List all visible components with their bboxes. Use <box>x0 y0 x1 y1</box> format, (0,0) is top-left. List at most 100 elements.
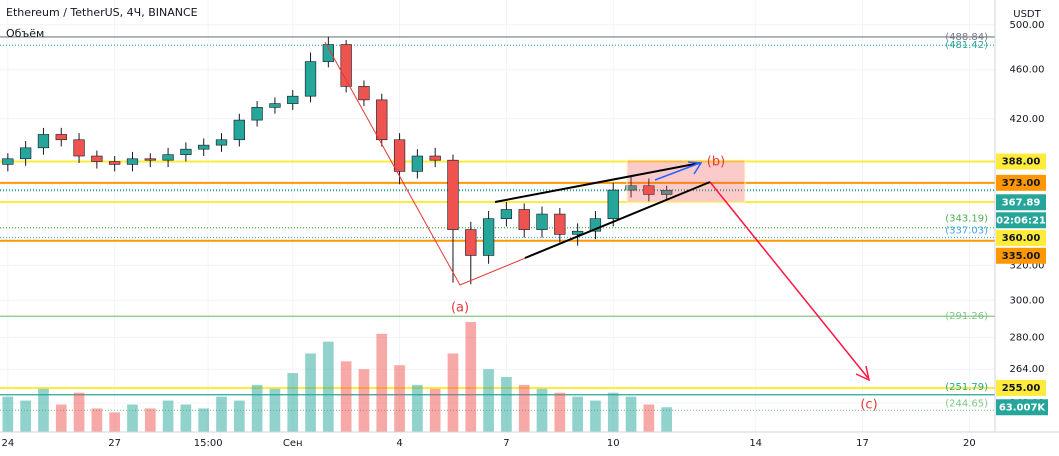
price-label-box <box>996 247 1046 264</box>
volume-bar <box>625 396 637 432</box>
candle-body <box>322 44 334 62</box>
arrow <box>654 162 701 181</box>
chart-title: Ethereum / TetherUS, 4Ч, BINANCE <box>6 6 198 19</box>
arrow-head <box>855 365 871 382</box>
candle-body <box>269 103 281 108</box>
annotation: (a) <box>451 301 469 316</box>
candle-body <box>411 155 424 172</box>
arrow-head <box>687 161 703 175</box>
volume-bar <box>269 388 281 432</box>
candle-body <box>376 99 388 141</box>
volume-bar <box>162 400 174 432</box>
zone <box>626 159 746 203</box>
candle-body <box>91 155 103 162</box>
y-tick-label: 500.00 <box>1010 20 1045 31</box>
price-label-box <box>996 379 1046 396</box>
level-label: (251.79) <box>945 382 988 393</box>
price-label-box <box>996 153 1046 170</box>
candle-body <box>571 230 584 235</box>
volume-bar <box>465 322 477 432</box>
y-tick-label: 460.00 <box>1010 65 1045 76</box>
candle-body <box>536 213 548 230</box>
x-tick-label: 4 <box>396 438 402 449</box>
candle-body <box>643 185 655 195</box>
countdown-box <box>996 212 1046 229</box>
candles <box>2 36 673 285</box>
x-tick-label: 14 <box>749 438 762 449</box>
y-tick-label: 420.00 <box>1010 114 1045 125</box>
volume-bar <box>251 384 263 432</box>
y-tick-label: 300.00 <box>1010 295 1045 306</box>
volume-bar <box>661 407 672 432</box>
candle-body <box>518 209 530 230</box>
candle-body <box>162 154 174 161</box>
candle-body <box>429 155 441 161</box>
price-label: 335.00 <box>1002 251 1041 262</box>
volume-bar <box>180 404 192 432</box>
volume-bar <box>518 384 530 432</box>
volume-bar <box>2 396 14 432</box>
candle-body <box>589 218 602 232</box>
countdown: 02:06:21 <box>996 215 1046 226</box>
volume-bar <box>358 369 370 432</box>
volume-bar <box>429 388 441 432</box>
y-tick-label: 320.00 <box>1010 260 1045 271</box>
trend-line <box>494 162 701 203</box>
candle-body <box>251 107 263 121</box>
candle-body <box>233 119 245 141</box>
volume-bar <box>643 404 655 432</box>
level-label: (343.19) <box>945 214 988 225</box>
x-tick-label: 7 <box>503 438 509 449</box>
volume <box>2 322 672 432</box>
annotation: (b) <box>707 155 725 170</box>
volume-bar <box>55 404 67 432</box>
candle-body <box>465 229 477 256</box>
volume-bar <box>287 373 299 432</box>
volume-bar <box>536 388 548 432</box>
candle-body <box>340 44 352 87</box>
volume-bar <box>109 412 121 432</box>
arrow <box>709 181 869 379</box>
level-label: (291.26) <box>945 311 988 322</box>
volume-bar <box>607 392 619 432</box>
candle-body <box>2 158 14 165</box>
unit: USDT <box>1013 9 1041 20</box>
candle-body <box>554 213 566 235</box>
x-tick-label: 10 <box>607 438 620 449</box>
volume-bar <box>376 333 388 432</box>
volume-bar <box>483 369 494 432</box>
x-tick-label: 27 <box>108 438 121 449</box>
volume-bar <box>590 400 601 432</box>
volume-bar <box>340 361 352 432</box>
volume-bar <box>305 353 316 432</box>
volume-bar <box>501 377 512 432</box>
volume-bar <box>233 400 245 432</box>
level-label: (481.42) <box>945 40 988 51</box>
candle-body <box>625 185 637 191</box>
volume-bar <box>323 341 334 432</box>
volume-label-box <box>996 399 1048 416</box>
x-tick-label: 20 <box>963 438 976 449</box>
y-tick-label: 280.00 <box>1010 333 1045 344</box>
level-label: (244.65) <box>945 398 988 409</box>
candle-body <box>215 139 228 146</box>
candle-body <box>482 218 495 256</box>
price-label: 360.00 <box>1002 233 1041 244</box>
candle-body <box>447 159 459 230</box>
level-label: (337.03) <box>945 226 988 237</box>
volume-bar <box>127 404 138 432</box>
volume-label: Объём <box>6 27 44 40</box>
x-tick-label: 15:00 <box>194 438 223 449</box>
volume-bar <box>394 365 405 432</box>
price-label-box <box>996 194 1046 211</box>
candle-body <box>358 86 370 101</box>
volume-last-label: 63.007K <box>999 402 1047 413</box>
candle-body <box>661 189 673 195</box>
candle-body <box>180 148 192 155</box>
price-label-box <box>996 229 1046 246</box>
price-label-box <box>996 174 1046 191</box>
annotation: (c) <box>860 398 877 413</box>
x-tick-label: 24 <box>1 438 14 449</box>
